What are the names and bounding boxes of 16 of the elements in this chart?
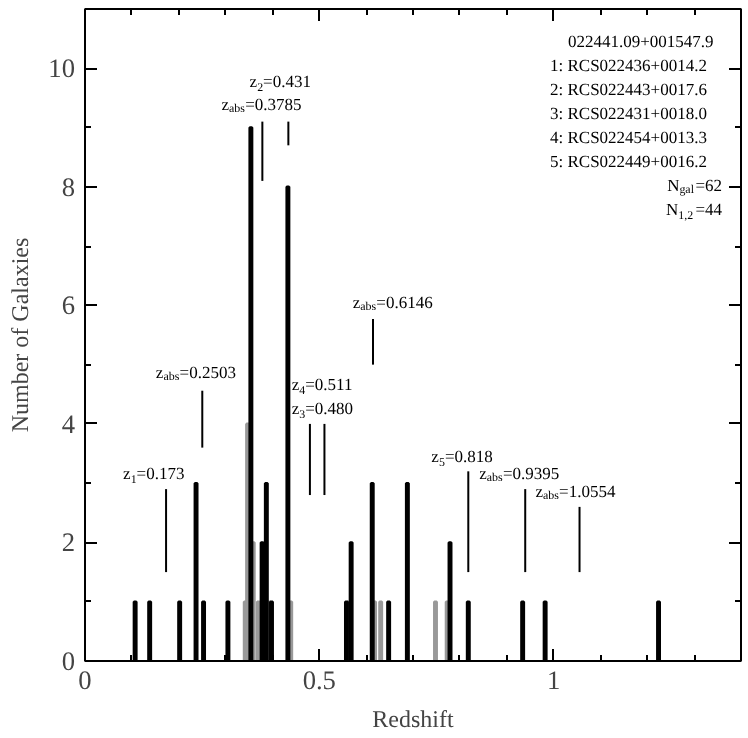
annotation: 4: RCS022454+0013.3 [549,127,707,147]
y-tick-label: 8 [61,171,76,202]
y-tick-label: 4 [61,408,76,439]
annotation: 022441.09+001547.9 [568,31,714,51]
y-tick-label: 6 [61,290,76,321]
x-tick-label: 0.5 [302,665,337,695]
annotation: 5: RCS022449+0016.2 [549,151,707,171]
x-tick-label: 1 [546,665,561,695]
y-axis-title: Number of Galaxies [6,237,35,433]
y-tick-label: 2 [61,527,76,558]
y-tick-label: 10 [48,53,76,84]
annotation: 2: RCS022443+0017.6 [549,79,707,99]
y-tick-label: 0 [61,646,76,676]
x-axis-title: Redshift [372,705,455,733]
annotation: 3: RCS022431+0018.0 [549,103,707,123]
annotation: 1: RCS022436+0014.2 [549,55,707,75]
